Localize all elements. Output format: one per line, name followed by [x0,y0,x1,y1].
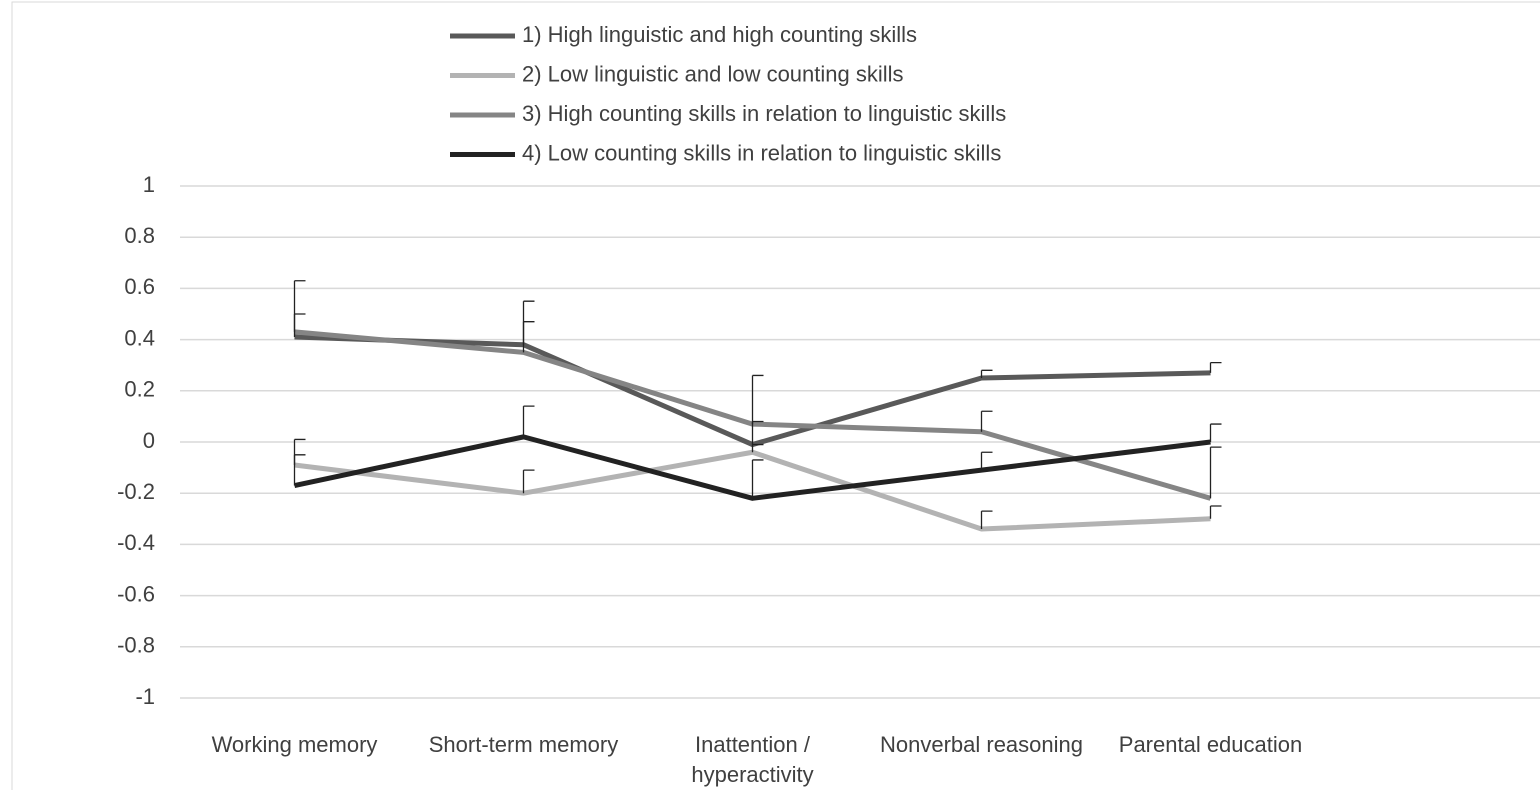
x-tick-label: Inattention / hyperactivity [691,732,814,787]
y-tick-label: 0.6 [124,274,155,299]
x-tick-label: Working memory [211,732,378,757]
error-bar [751,459,764,499]
error-bar [1209,423,1222,442]
error-bar [980,510,993,530]
error-bar [1209,505,1222,519]
y-tick-label: -0.4 [117,530,155,555]
legend-label: 1) High linguistic and high counting ski… [522,22,917,47]
error-bar [293,438,306,466]
error-bar [293,454,306,486]
error-bar [751,374,764,425]
chart-border [11,1,1540,790]
error-bar [293,313,306,332]
y-tick-label: 0.2 [124,377,155,402]
error-bar [522,321,535,353]
error-bar [1209,361,1222,373]
legend-label: 4) Low counting skills in relation to li… [522,140,1001,165]
x-tick-label: Parental education [1118,732,1303,757]
y-tick-label: 0 [143,428,155,453]
y-tick-label: 0.8 [124,223,155,248]
error-bar [980,451,993,471]
y-tick-label: 1 [143,172,155,197]
error-bar [1209,446,1222,499]
y-tick-label: -1 [135,684,155,709]
error-bar [751,443,764,453]
error-bar [980,410,993,432]
legend-label: 3) High counting skills in relation to l… [522,101,1006,126]
y-tick-label: 0.4 [124,325,155,350]
error-bar [980,369,993,378]
y-tick-label: -0.8 [117,633,155,658]
error-bar [751,420,764,445]
error-bar [522,405,535,437]
y-tick-label: -0.2 [117,479,155,504]
x-tick-label: Nonverbal reasoning [879,732,1084,757]
error-bar [522,300,535,345]
legend-label: 2) Low linguistic and low counting skill… [522,61,904,86]
error-bar [522,469,535,494]
x-tick-label: Short-term memory [428,732,619,757]
y-tick-label: -0.6 [117,581,155,606]
error-bar [293,280,306,338]
